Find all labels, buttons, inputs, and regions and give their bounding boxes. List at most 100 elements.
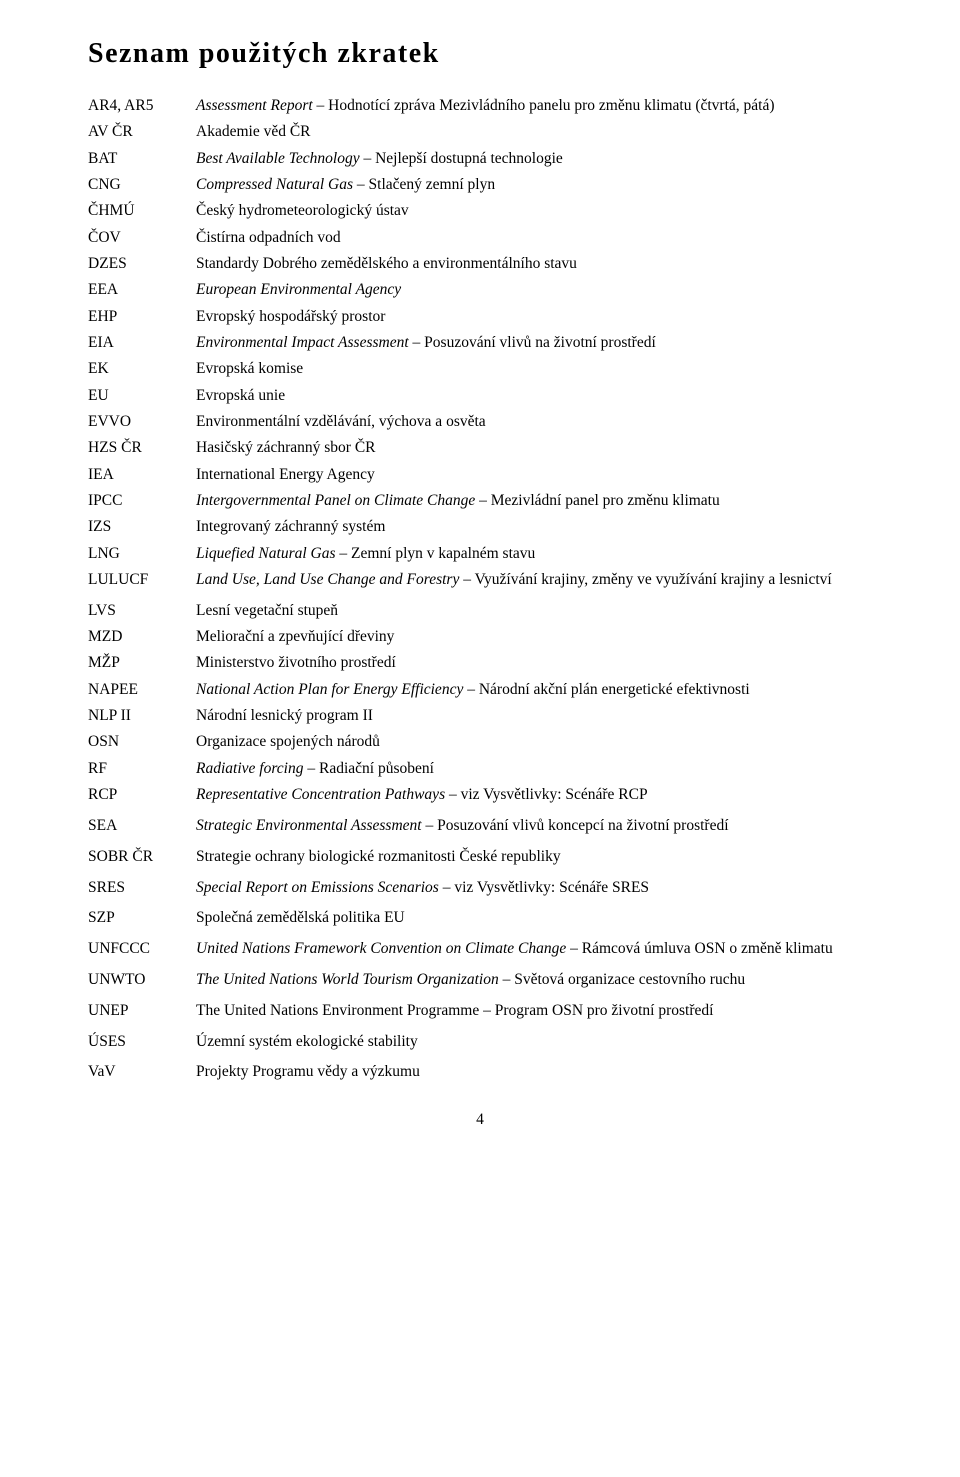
definition-text: – Stlačený zemní plyn (353, 176, 495, 193)
definition-cell: Liquefied Natural Gas – Zemní plyn v kap… (196, 544, 872, 570)
definition-text: – Mezivládní panel pro změnu klimatu (475, 492, 720, 509)
table-row: BATBest Available Technology – Nejlepší … (88, 149, 872, 175)
table-row: SRESSpecial Report on Emissions Scenario… (88, 878, 872, 909)
abbr-cell: HZS ČR (88, 438, 196, 464)
definition-cell: Assessment Report – Hodnotící zpráva Mez… (196, 96, 872, 122)
definition-cell: Intergovernmental Panel on Climate Chang… (196, 491, 872, 517)
definition-text: – Rámcová úmluva OSN o změně klimatu (566, 940, 832, 957)
definition-cell: Společná zemědělská politika EU (196, 908, 872, 939)
abbr-cell: BAT (88, 149, 196, 175)
definition-cell: Strategic Environmental Assessment – Pos… (196, 816, 872, 847)
definition-cell: Environmentální vzdělávání, výchova a os… (196, 412, 872, 438)
definition-cell: The United Nations Environment Programme… (196, 1001, 872, 1032)
definition-cell: Hasičský záchranný sbor ČR (196, 438, 872, 464)
table-row: SEAStrategic Environmental Assessment – … (88, 816, 872, 847)
definition-cell: Organizace spojených národů (196, 732, 872, 758)
definition-text: Evropský hospodářský prostor (196, 308, 385, 325)
table-row: MŽPMinisterstvo životního prostředí (88, 653, 872, 679)
definition-cell: European Environmental Agency (196, 280, 872, 306)
abbr-cell: DZES (88, 254, 196, 280)
abbr-cell: IEA (88, 465, 196, 491)
table-row: LNGLiquefied Natural Gas – Zemní plyn v … (88, 544, 872, 570)
table-row: NLP IINárodní lesnický program II (88, 706, 872, 732)
abbr-cell: SRES (88, 878, 196, 909)
definition-text: Akademie věd ČR (196, 123, 311, 140)
table-row: ÚSESÚzemní systém ekologické stability (88, 1032, 872, 1063)
definition-cell: United Nations Framework Convention on C… (196, 939, 872, 970)
abbr-cell: ČOV (88, 228, 196, 254)
definition-text: – Využívání krajiny, změny ve využívání … (459, 571, 831, 588)
definition-italic: Liquefied Natural Gas (196, 545, 336, 562)
table-row: MZDMeliorační a zpevňující dřeviny (88, 627, 872, 653)
table-row: NAPEENational Action Plan for Energy Eff… (88, 680, 872, 706)
table-row: VaVProjekty Programu vědy a výzkumu (88, 1062, 872, 1088)
table-row: SOBR ČRStrategie ochrany biologické rozm… (88, 847, 872, 878)
definition-cell: Strategie ochrany biologické rozmanitost… (196, 847, 872, 878)
definition-italic: Best Available Technology (196, 150, 360, 167)
table-row: CNGCompressed Natural Gas – Stlačený zem… (88, 175, 872, 201)
definition-text: International Energy Agency (196, 466, 375, 483)
definition-italic: Strategic Environmental Assessment (196, 817, 422, 834)
definition-cell: The United Nations World Tourism Organiz… (196, 970, 872, 1001)
definition-text: Projekty Programu vědy a výzkumu (196, 1063, 420, 1080)
table-row: EKEvropská komise (88, 359, 872, 385)
definition-text: – Světová organizace cestovního ruchu (499, 971, 745, 988)
definition-text: The United Nations Environment Programme… (196, 1002, 713, 1019)
table-row: AV ČRAkademie věd ČR (88, 122, 872, 148)
definition-text: Organizace spojených národů (196, 733, 380, 750)
definition-text: Lesní vegetační stupeň (196, 602, 338, 619)
definition-text: Hasičský záchranný sbor ČR (196, 439, 376, 456)
definition-text: – Hodnotící zpráva Mezivládního panelu p… (313, 97, 775, 114)
table-row: AR4, AR5Assessment Report – Hodnotící zp… (88, 96, 872, 122)
definition-cell: National Action Plan for Energy Efficien… (196, 680, 872, 706)
definition-cell: Národní lesnický program II (196, 706, 872, 732)
definition-text: – Radiační působení (303, 760, 433, 777)
definition-text: Environmentální vzdělávání, výchova a os… (196, 413, 486, 430)
definition-italic: Land Use, Land Use Change and Forestry (196, 571, 459, 588)
abbr-cell: LULUCF (88, 570, 196, 601)
definition-cell: Land Use, Land Use Change and Forestry –… (196, 570, 872, 601)
table-row: EUEvropská unie (88, 386, 872, 412)
definition-cell: Evropský hospodářský prostor (196, 307, 872, 333)
abbr-cell: SOBR ČR (88, 847, 196, 878)
definition-cell: Evropská unie (196, 386, 872, 412)
abbr-cell: AR4, AR5 (88, 96, 196, 122)
abbr-cell: RCP (88, 785, 196, 816)
definition-cell: Projekty Programu vědy a výzkumu (196, 1062, 872, 1088)
definition-italic: Radiative forcing (196, 760, 303, 777)
definition-text: – Národní akční plán energetické efektiv… (463, 681, 749, 698)
definition-cell: Čistírna odpadních vod (196, 228, 872, 254)
table-row: UNWTOThe United Nations World Tourism Or… (88, 970, 872, 1001)
abbr-cell: UNEP (88, 1001, 196, 1032)
table-row: IEAInternational Energy Agency (88, 465, 872, 491)
abbr-cell: MZD (88, 627, 196, 653)
definition-cell: Evropská komise (196, 359, 872, 385)
definition-text: Územní systém ekologické stability (196, 1033, 418, 1050)
definition-text: Společná zemědělská politika EU (196, 909, 405, 926)
definition-text: Evropská unie (196, 387, 285, 404)
abbr-cell: CNG (88, 175, 196, 201)
abbr-cell: EIA (88, 333, 196, 359)
abbr-cell: AV ČR (88, 122, 196, 148)
table-row: UNEPThe United Nations Environment Progr… (88, 1001, 872, 1032)
definition-text: – Zemní plyn v kapalném stavu (336, 545, 536, 562)
definition-text: Ministerstvo životního prostředí (196, 654, 396, 671)
definition-text: Národní lesnický program II (196, 707, 373, 724)
table-row: SZPSpolečná zemědělská politika EU (88, 908, 872, 939)
definition-text: Integrovaný záchranný systém (196, 518, 385, 535)
definition-cell: Integrovaný záchranný systém (196, 517, 872, 543)
abbreviation-table: AR4, AR5Assessment Report – Hodnotící zp… (88, 96, 872, 1089)
abbr-cell: UNWTO (88, 970, 196, 1001)
table-row: EEAEuropean Environmental Agency (88, 280, 872, 306)
definition-cell: Representative Concentration Pathways – … (196, 785, 872, 816)
definition-cell: Compressed Natural Gas – Stlačený zemní … (196, 175, 872, 201)
definition-italic: Special Report on Emissions Scenarios (196, 879, 439, 896)
definition-italic: Compressed Natural Gas (196, 176, 353, 193)
definition-italic: The United Nations World Tourism Organiz… (196, 971, 499, 988)
table-row: EIAEnvironmental Impact Assessment – Pos… (88, 333, 872, 359)
definition-italic: Environmental Impact Assessment (196, 334, 409, 351)
definition-text: Český hydrometeorologický ústav (196, 202, 409, 219)
abbr-cell: IPCC (88, 491, 196, 517)
table-row: LVSLesní vegetační stupeň (88, 601, 872, 627)
table-row: UNFCCCUnited Nations Framework Conventio… (88, 939, 872, 970)
